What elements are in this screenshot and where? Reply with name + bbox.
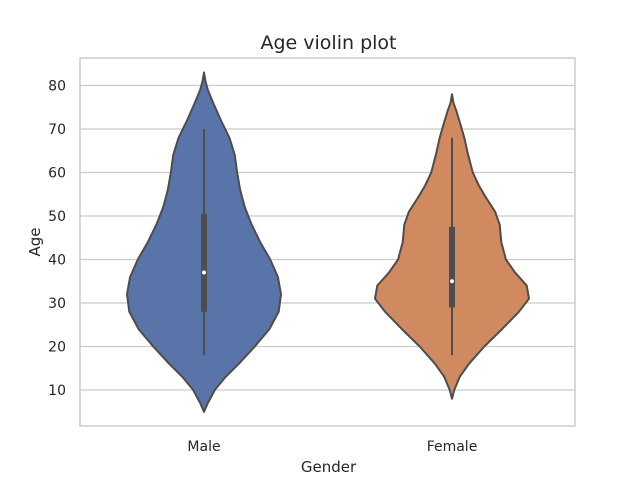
y-tick-label: 20: [48, 340, 66, 356]
y-tick-label: 70: [48, 122, 66, 138]
median-dot: [450, 279, 454, 284]
y-tick-label: 60: [48, 166, 66, 182]
y-tick-label: 40: [48, 253, 66, 269]
y-tick-label: 30: [48, 296, 66, 312]
plot-frame: [79, 57, 576, 427]
y-tick-label: 10: [48, 383, 66, 399]
x-tick-label: Male: [187, 439, 220, 455]
y-axis-label: Age: [26, 227, 44, 256]
x-axis-label: Gender: [301, 458, 357, 476]
x-tick-label: Female: [427, 439, 478, 455]
y-tick-label: 80: [48, 79, 66, 95]
y-tick-label: 50: [48, 209, 66, 225]
chart-title: Age violin plot: [261, 32, 397, 54]
median-dot: [202, 270, 206, 275]
